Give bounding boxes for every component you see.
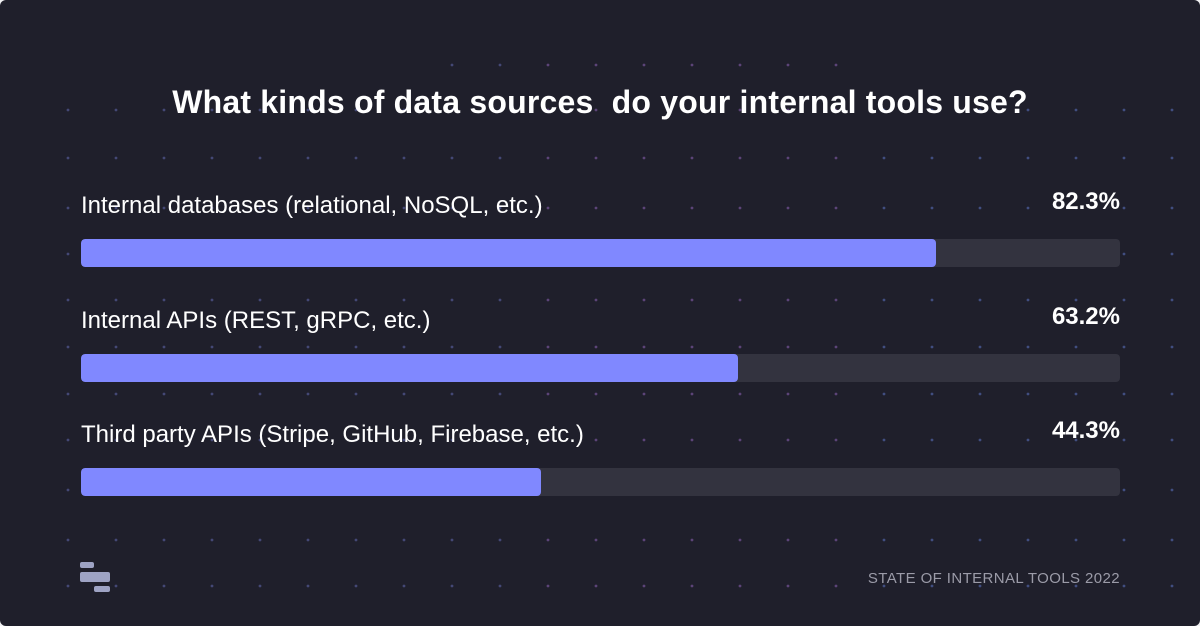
bar-value-label: 44.3% [1051,417,1120,444]
bar-fill [81,354,738,382]
bar-row: Third party APIs (Stripe, GitHub, Fireba… [81,417,1120,531]
chart-title: What kinds of data sources do your inter… [172,84,1028,120]
bar-track [81,239,1120,267]
bar-fill [81,239,937,267]
bar-category-label: Internal APIs (REST, gRPC, etc.) [81,307,431,334]
footer-label: STATE OF INTERNAL TOOLS 2022 [867,570,1120,587]
bar-value-label: 82.3% [1051,188,1120,215]
bar-row: Internal databases (relational, NoSQL, e… [81,188,1120,302]
bar-fill [81,468,542,496]
bar-category-label: Internal databases (relational, NoSQL, e… [81,192,543,219]
bar-category-label: Third party APIs (Stripe, GitHub, Fireba… [81,421,584,448]
bar-value-label: 63.2% [1051,303,1120,330]
bar-row: Internal APIs (REST, gRPC, etc.) 63.2% [81,303,1120,417]
stacked-bars-logo-icon [80,562,112,594]
bar-track [81,354,1120,382]
bar-track [81,468,1120,496]
